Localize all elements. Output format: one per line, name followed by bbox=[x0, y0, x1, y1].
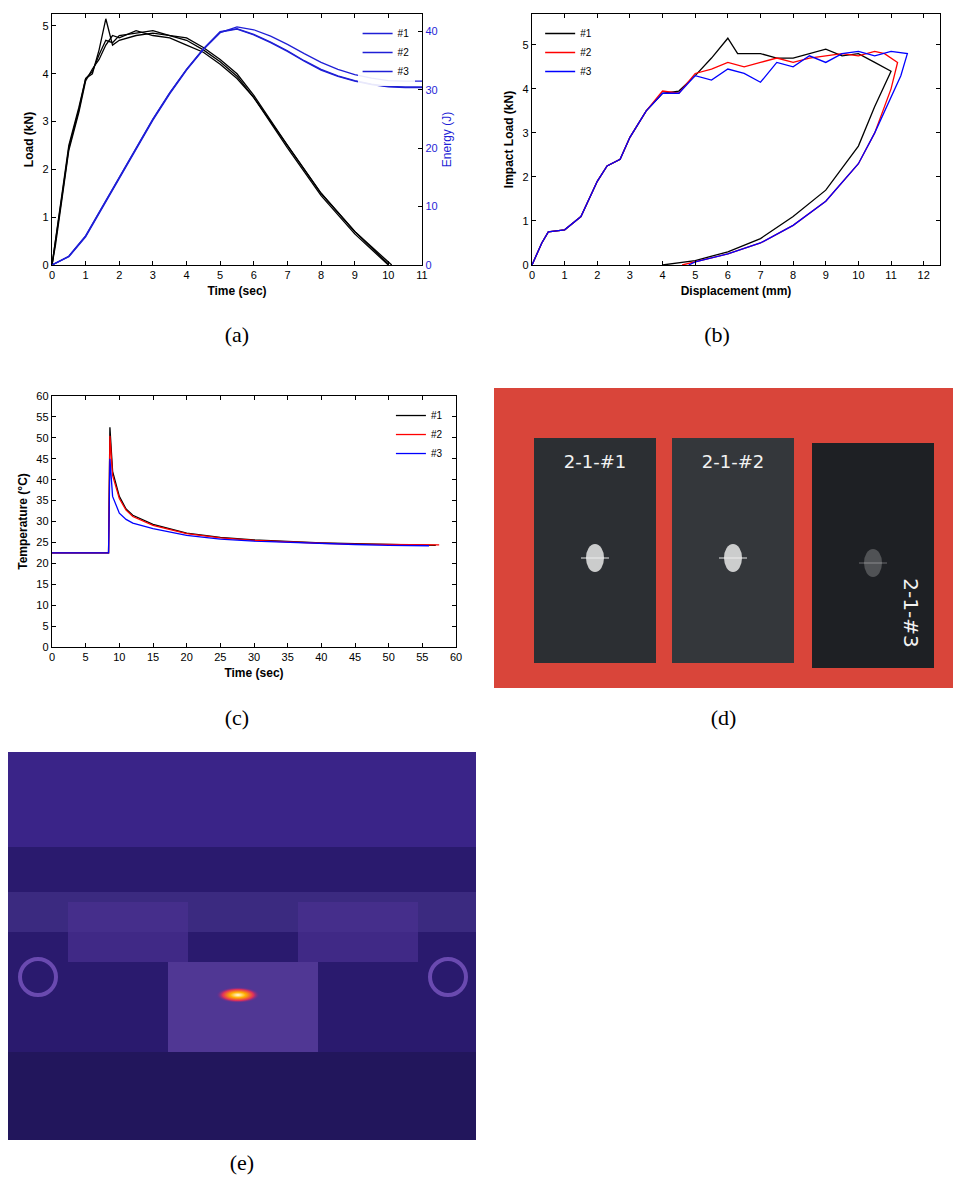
svg-text:45: 45 bbox=[36, 453, 48, 465]
svg-text:9: 9 bbox=[352, 269, 358, 281]
svg-text:3: 3 bbox=[627, 269, 633, 281]
svg-text:3: 3 bbox=[522, 127, 528, 139]
svg-text:Time (sec): Time (sec) bbox=[224, 666, 283, 680]
svg-text:20: 20 bbox=[425, 142, 437, 154]
svg-text:20: 20 bbox=[36, 557, 48, 569]
svg-text:2: 2 bbox=[594, 269, 600, 281]
svg-text:3: 3 bbox=[150, 269, 156, 281]
svg-text:7: 7 bbox=[757, 269, 763, 281]
svg-text:20: 20 bbox=[181, 651, 193, 663]
svg-text:12: 12 bbox=[918, 269, 930, 281]
svg-text:15: 15 bbox=[147, 651, 159, 663]
svg-text:50: 50 bbox=[36, 432, 48, 444]
svg-text:30: 30 bbox=[36, 515, 48, 527]
svg-text:4: 4 bbox=[659, 269, 665, 281]
svg-text:4: 4 bbox=[42, 68, 48, 80]
svg-text:6: 6 bbox=[725, 269, 731, 281]
svg-text:1: 1 bbox=[562, 269, 568, 281]
svg-text:0: 0 bbox=[522, 259, 528, 271]
svg-text:11: 11 bbox=[885, 269, 896, 281]
html-text:(a): (a) bbox=[224, 322, 250, 347]
svg-text:2: 2 bbox=[522, 171, 528, 183]
svg-text:Time (sec): Time (sec) bbox=[207, 284, 266, 298]
svg-text:Energy (J): Energy (J) bbox=[440, 112, 454, 167]
svg-text:2: 2 bbox=[42, 163, 48, 175]
svg-text:#1: #1 bbox=[580, 28, 592, 39]
html-text:(e): (e) bbox=[229, 1150, 255, 1175]
svg-text:4: 4 bbox=[183, 269, 189, 281]
svg-text:0: 0 bbox=[425, 259, 431, 271]
html-text:(b): (b) bbox=[704, 322, 730, 347]
svg-text:2-1-#3: 2-1-#3 bbox=[899, 578, 923, 647]
svg-text:10: 10 bbox=[852, 269, 864, 281]
svg-text:60: 60 bbox=[450, 651, 462, 663]
svg-text:#1: #1 bbox=[398, 28, 410, 39]
svg-text:#2: #2 bbox=[580, 47, 592, 58]
svg-text:#3: #3 bbox=[398, 66, 410, 77]
svg-text:10: 10 bbox=[113, 651, 125, 663]
svg-text:#2: #2 bbox=[431, 429, 443, 440]
svg-text:60: 60 bbox=[36, 390, 48, 402]
svg-text:4: 4 bbox=[522, 83, 528, 95]
svg-text:55: 55 bbox=[416, 651, 428, 663]
svg-text:1: 1 bbox=[42, 211, 48, 223]
svg-text:#1: #1 bbox=[431, 410, 443, 421]
svg-text:5: 5 bbox=[83, 651, 89, 663]
svg-text:6: 6 bbox=[251, 269, 257, 281]
svg-text:2-1-#2: 2-1-#2 bbox=[702, 451, 764, 472]
svg-text:#3: #3 bbox=[580, 66, 592, 77]
svg-text:5: 5 bbox=[522, 39, 528, 51]
svg-text:8: 8 bbox=[318, 269, 324, 281]
svg-text:0: 0 bbox=[42, 641, 48, 653]
svg-text:25: 25 bbox=[36, 536, 48, 548]
svg-text:2-1-#1: 2-1-#1 bbox=[564, 451, 626, 472]
svg-text:15: 15 bbox=[36, 578, 48, 590]
svg-text:45: 45 bbox=[349, 651, 361, 663]
svg-text:9: 9 bbox=[823, 269, 829, 281]
svg-text:0: 0 bbox=[529, 269, 535, 281]
html-text:(c): (c) bbox=[224, 705, 250, 730]
svg-text:1: 1 bbox=[83, 269, 89, 281]
svg-text:0: 0 bbox=[42, 259, 48, 271]
svg-text:2: 2 bbox=[116, 269, 122, 281]
svg-text:7: 7 bbox=[284, 269, 290, 281]
svg-text:#2: #2 bbox=[398, 47, 410, 58]
svg-text:#3: #3 bbox=[431, 448, 443, 459]
svg-text:40: 40 bbox=[425, 25, 437, 37]
svg-text:55: 55 bbox=[36, 411, 48, 423]
svg-text:0: 0 bbox=[49, 269, 55, 281]
svg-text:10: 10 bbox=[382, 269, 394, 281]
svg-text:40: 40 bbox=[315, 651, 327, 663]
svg-text:Load (kN): Load (kN) bbox=[22, 112, 36, 167]
svg-text:30: 30 bbox=[425, 84, 437, 96]
svg-text:10: 10 bbox=[36, 599, 48, 611]
svg-text:30: 30 bbox=[248, 651, 260, 663]
svg-text:8: 8 bbox=[790, 269, 796, 281]
svg-text:5: 5 bbox=[692, 269, 698, 281]
svg-text:0: 0 bbox=[49, 651, 55, 663]
svg-text:Impact Load (kN): Impact Load (kN) bbox=[502, 91, 516, 188]
svg-text:Temperature (°C): Temperature (°C) bbox=[16, 473, 30, 570]
svg-text:25: 25 bbox=[214, 651, 226, 663]
svg-text:5: 5 bbox=[217, 269, 223, 281]
svg-text:Displacement (mm): Displacement (mm) bbox=[681, 284, 792, 298]
svg-text:5: 5 bbox=[42, 620, 48, 632]
svg-text:40: 40 bbox=[36, 474, 48, 486]
svg-text:1: 1 bbox=[522, 215, 528, 227]
html-text:(d): (d) bbox=[710, 705, 737, 730]
svg-text:5: 5 bbox=[42, 20, 48, 32]
svg-text:35: 35 bbox=[36, 494, 48, 506]
svg-text:50: 50 bbox=[383, 651, 395, 663]
svg-text:35: 35 bbox=[282, 651, 294, 663]
svg-text:3: 3 bbox=[42, 115, 48, 127]
svg-text:10: 10 bbox=[425, 200, 437, 212]
svg-text:11: 11 bbox=[416, 269, 427, 281]
